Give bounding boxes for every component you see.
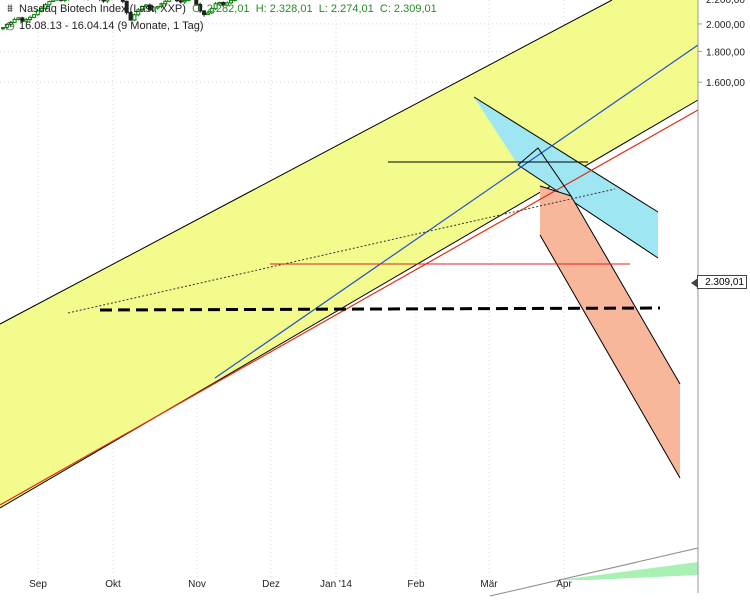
blue-channel-upper — [473, 96, 659, 213]
chart-header: ⩩ Nasdaq Biotech Index (Last, XXP) O: 2.2… — [4, 3, 437, 16]
x-tick-label: Jan '14 — [320, 579, 352, 590]
clock-icon: ◷ — [5, 20, 15, 32]
candle-body — [225, 2, 230, 6]
candle-body — [205, 12, 210, 15]
dashed-support-line — [99, 306, 661, 312]
orange-trend-line — [0, 109, 699, 506]
date-range-text: 16.08.13 - 16.04.14 (9 Monate, 1 Tag) — [19, 20, 204, 32]
y-tick-label: 1.600,00 — [706, 78, 745, 89]
candle-body — [209, 8, 214, 14]
candle-body — [194, 0, 199, 5]
candle-body — [24, 19, 29, 22]
candle-body — [31, 14, 36, 18]
candle-body — [43, 4, 48, 10]
candle-body — [167, 0, 172, 2]
x-tick-label: Sep — [29, 579, 47, 590]
blue-trend-line — [214, 44, 699, 379]
candle-body — [124, 0, 129, 13]
high-value: H: 2.328,01 — [255, 3, 313, 15]
red-channel-lower — [539, 234, 681, 479]
green-channel-fill — [560, 562, 698, 580]
candle-body — [12, 18, 17, 23]
y-tick-label: 1.800,00 — [706, 47, 745, 58]
trend-lines — [0, 44, 699, 506]
instrument-name: Nasdaq Biotech Index (Last, XXP) — [19, 3, 186, 15]
candle-body — [101, 0, 106, 2]
candle-body — [120, 0, 125, 2]
x-tick-label: Feb — [407, 579, 425, 590]
pattern-lines — [517, 147, 573, 197]
candle-body — [16, 17, 21, 20]
candle-body — [155, 6, 160, 9]
x-tick-label: Mär — [480, 579, 498, 590]
candle-body — [136, 9, 141, 16]
candle-body — [144, 4, 149, 7]
candle-body — [140, 5, 145, 11]
x-tick-label: Okt — [105, 579, 121, 590]
candlesticks — [1, 0, 237, 31]
candle-body — [20, 17, 25, 22]
y-tick-label: 2.200,00 — [706, 0, 745, 6]
trend-channels — [0, 0, 699, 597]
candle-body — [4, 23, 9, 29]
candle-body — [178, 0, 183, 3]
blue-channel-fill — [474, 97, 658, 258]
uptrend-channel-fill — [0, 0, 698, 508]
grid-lines — [0, 0, 698, 579]
y-tick-label: 2.000,00 — [706, 20, 745, 31]
candle-body — [132, 14, 137, 21]
axes: 3.200,003.000,002.800,002.600,002.400,00… — [29, 0, 745, 593]
candle-body — [182, 0, 187, 3]
date-range: ◷ 16.08.13 - 16.04.14 (9 Monate, 1 Tag) — [4, 19, 203, 32]
candle-body — [8, 21, 13, 25]
low-value: L: 2.274,01 — [318, 3, 374, 15]
x-tick-label: Nov — [188, 579, 206, 590]
candle-body — [35, 10, 40, 16]
dotted-trend-line — [67, 188, 616, 314]
candle-body — [217, 1, 222, 5]
candle-body — [105, 0, 110, 2]
candle-body — [147, 4, 152, 11]
candle-body — [174, 0, 179, 2]
candle-body — [229, 0, 234, 4]
open-value: O: 2.282,01 — [192, 3, 250, 15]
blue-channel-lower — [517, 164, 659, 259]
x-tick-label: Apr — [556, 579, 572, 590]
x-tick-label: Dez — [262, 579, 280, 590]
candle-body — [186, 0, 191, 2]
candle-body — [198, 3, 203, 12]
close-value: C: 2.309,01 — [379, 3, 437, 15]
green-channel-line — [489, 547, 699, 597]
red-channel-upper — [570, 195, 681, 385]
red-channel-fill — [540, 186, 680, 478]
candle-body — [202, 10, 206, 15]
candle-body — [39, 8, 44, 12]
candle-body — [213, 3, 218, 10]
candle-body — [221, 1, 226, 6]
candle-body — [51, 0, 56, 2]
candle-body — [128, 11, 133, 21]
candle-body — [28, 16, 33, 21]
candle-body — [151, 7, 156, 11]
candlestick-icon: ⩩ — [7, 3, 13, 15]
candle-body — [159, 3, 164, 8]
uptrend-channel-upper — [0, 0, 613, 325]
candle-body — [47, 0, 52, 6]
last-price-label: 2.309,01 — [691, 275, 747, 289]
candle-body — [1, 27, 5, 30]
candle-body — [163, 0, 168, 5]
